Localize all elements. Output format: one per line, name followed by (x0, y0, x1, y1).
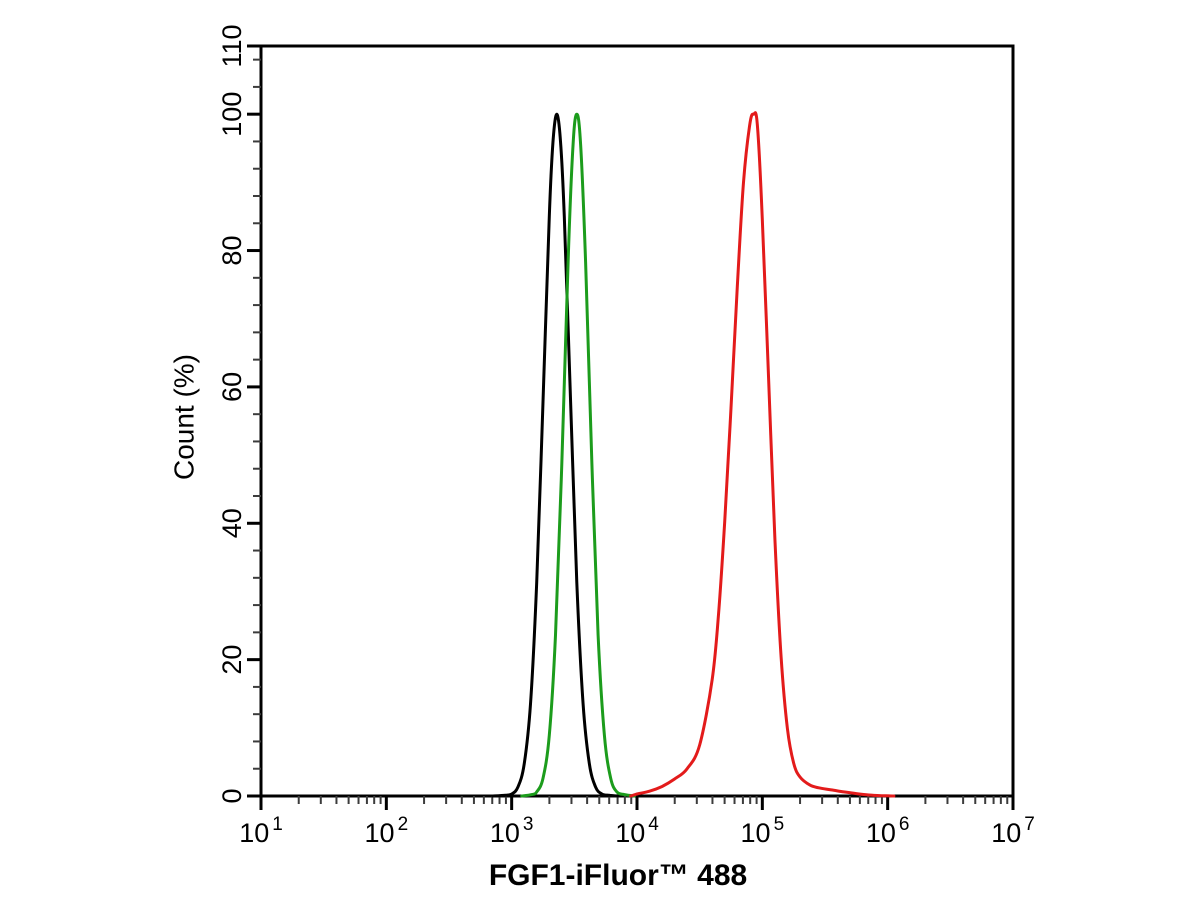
x-tick-label: 10 7 (991, 814, 1035, 848)
x-tick-label: 10 4 (615, 814, 659, 848)
y-tick-label: 0 (217, 788, 247, 803)
y-axis-title: Count (%) (169, 354, 200, 480)
x-tick-label: 10 5 (741, 814, 785, 848)
x-axis-title: FGF1-iFluor™ 488 (489, 859, 747, 892)
y-tick-label: 60 (217, 372, 247, 402)
x-tick-label: 10 3 (490, 814, 534, 848)
plot-frame (259, 44, 1015, 798)
y-tick-label: 40 (217, 508, 247, 538)
y-tick-label: 100 (217, 92, 247, 137)
x-tick-label: 10 2 (365, 814, 409, 848)
y-tick-label: 110 (217, 24, 247, 67)
series-curve-green-peak (520, 112, 636, 798)
series-curve-red-peak (629, 111, 896, 798)
axis-ticks: 0 20 40 60 80 100 110 10 1 10 2 10 3 10 4 10 5 10 6 10 7 (217, 24, 1035, 848)
x-tick-label: 10 6 (866, 814, 910, 848)
series-curve-black-peak (491, 112, 621, 798)
y-tick-label: 80 (217, 236, 247, 266)
histogram-curves (491, 111, 896, 798)
x-tick-label: 10 1 (239, 814, 283, 848)
y-tick-label: 20 (217, 645, 247, 675)
